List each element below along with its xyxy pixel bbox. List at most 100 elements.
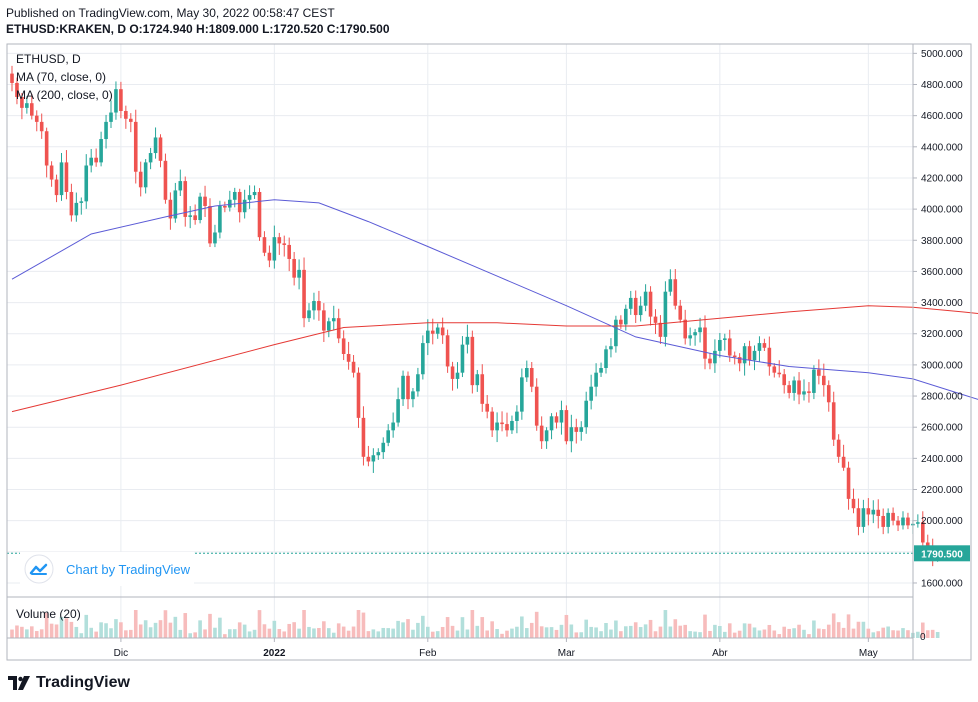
candle (104, 121, 108, 140)
candle (871, 509, 876, 515)
volume-bar (579, 632, 584, 638)
candle (401, 375, 405, 400)
candle (228, 199, 232, 208)
volume-bar (445, 617, 450, 638)
candle (559, 410, 564, 423)
volume-bar (599, 631, 603, 638)
candle (797, 380, 801, 395)
candle (302, 269, 306, 319)
candle (812, 369, 816, 393)
volume-bar (614, 620, 618, 638)
volume-bar (168, 622, 173, 638)
candle (841, 456, 846, 468)
candle (138, 171, 143, 188)
volume-bar (544, 627, 549, 638)
volume-bar (624, 626, 628, 638)
volume-bar (129, 629, 133, 638)
candle (693, 332, 697, 336)
volume-bar (327, 628, 331, 638)
y-tick-label: 4400.000 (921, 142, 963, 153)
candle (747, 346, 752, 361)
candle (218, 206, 222, 233)
y-tick-label: 2800.000 (921, 392, 963, 403)
legend-symbol: ETHUSD, D (16, 52, 81, 66)
candle (312, 301, 316, 311)
candle (866, 508, 871, 515)
volume-bar (356, 610, 361, 638)
candle (203, 196, 207, 207)
volume-bar (787, 628, 791, 638)
candle (569, 427, 574, 442)
candle (579, 427, 584, 432)
candle (381, 442, 386, 453)
candle (79, 201, 84, 203)
volume-bar (287, 623, 291, 638)
volume-bar (564, 614, 569, 638)
chart-header: Published on TradingView.com, May 30, 20… (6, 5, 390, 37)
volume-bar (648, 619, 653, 638)
volume-bars (10, 610, 940, 638)
candle (440, 327, 445, 336)
footer-brand[interactable]: TradingView (8, 674, 130, 692)
candle (223, 206, 227, 208)
candle (921, 522, 925, 543)
candle (99, 139, 103, 163)
candle (406, 375, 410, 400)
plot-border (6, 43, 914, 639)
volume-bar (817, 628, 821, 638)
volume-bar (896, 630, 900, 638)
candle (361, 417, 366, 457)
candle (876, 509, 881, 516)
candle (366, 456, 371, 462)
candle (520, 377, 524, 412)
volume-bar (876, 631, 881, 638)
candle (257, 191, 262, 238)
candle (792, 380, 796, 393)
candle (742, 346, 747, 364)
candle (173, 190, 178, 219)
candle (901, 517, 905, 526)
y-tick-label: 2000.000 (921, 516, 963, 527)
volume-bar (539, 626, 544, 638)
candle (851, 498, 856, 509)
candle (371, 455, 376, 462)
candle (777, 372, 782, 375)
candle (683, 319, 687, 339)
volume-bar (653, 631, 658, 638)
volume-bar (331, 632, 336, 638)
candle (297, 269, 301, 278)
candle (604, 349, 608, 369)
y-tick-label: 2600.000 (921, 423, 963, 434)
candle (470, 336, 475, 386)
volume-bar (589, 626, 593, 638)
candle (396, 399, 400, 423)
volume-bar (351, 626, 356, 638)
chart-credit[interactable]: Chart by TradingView (20, 552, 195, 586)
candle (247, 195, 252, 200)
y-tick-label: 3800.000 (921, 236, 963, 247)
candle (114, 89, 118, 113)
candle (767, 347, 772, 367)
volume-bar (10, 629, 14, 638)
candle (723, 338, 727, 340)
candle (529, 368, 534, 387)
volume-axis-zero: 0 (920, 632, 926, 643)
y-tick-label: 4600.000 (921, 111, 963, 122)
y-tick-label: 2200.000 (921, 485, 963, 496)
candle (287, 244, 291, 259)
candle (787, 385, 791, 393)
volume-bar (59, 616, 64, 638)
y-tick-label: 3200.000 (921, 329, 963, 340)
volume-bar (772, 630, 777, 638)
candle (272, 237, 277, 261)
volume-bar (312, 628, 316, 638)
candle (351, 361, 356, 373)
candle (460, 344, 465, 373)
legend-volume: Volume (20) (16, 607, 81, 621)
volume-bar (757, 630, 762, 638)
candle (178, 181, 183, 191)
volume-bar (515, 626, 519, 638)
volume-bar (114, 619, 118, 638)
volume-bar (133, 610, 138, 638)
